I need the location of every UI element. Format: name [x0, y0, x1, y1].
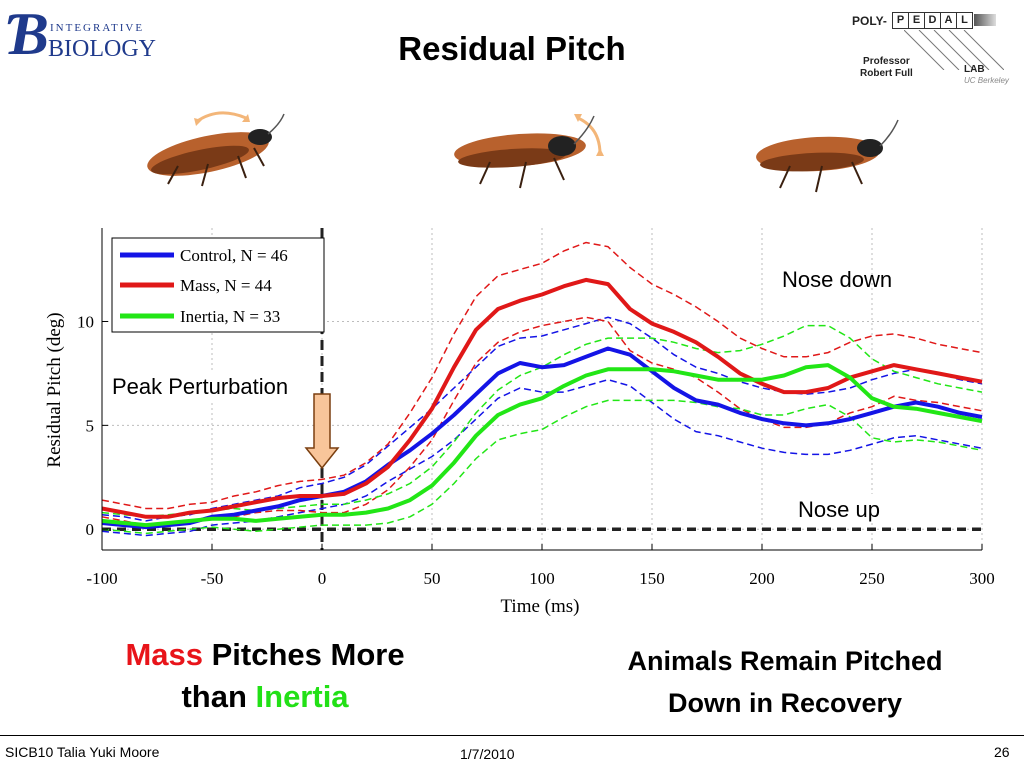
- x-tick-label: 200: [749, 569, 775, 588]
- series-mass-upper-bound: [101, 241, 983, 510]
- cockroach-icon: [756, 119, 899, 193]
- series-inertia-upper-bound: [101, 324, 983, 518]
- series-mass-lower-bound: [101, 316, 983, 526]
- caption-mass-word: Mass: [125, 637, 203, 672]
- cockroach-icon: [147, 111, 285, 187]
- logo-poly-text: POLY-: [852, 14, 887, 28]
- logo-professor: Professor Robert Full: [860, 56, 913, 80]
- logo-glyph-icon: Ɓ: [6, 1, 49, 67]
- logo-diagonal-lines-icon: [904, 30, 1004, 70]
- y-axis-label: Residual Pitch (deg): [44, 312, 65, 467]
- logo-letter: E: [908, 12, 925, 29]
- nose-down-label: Nose down: [782, 267, 892, 292]
- caption-mass-vs-inertia: Mass Pitches More than Inertia: [100, 634, 430, 718]
- logo-lab-text: LAB: [964, 64, 985, 75]
- x-tick-label: 300: [969, 569, 995, 588]
- down-arrow-icon: [304, 393, 340, 470]
- series-group: [101, 241, 983, 537]
- series-mass-mean-line: [101, 277, 983, 519]
- caption-than: than: [181, 679, 247, 714]
- legend-label-control: Control, N = 46: [180, 246, 288, 265]
- logo-bottom-text: BIOLOGY: [48, 36, 156, 62]
- footer-author: SICB10 Talia Yuki Moore: [5, 744, 160, 760]
- logo-letter: A: [940, 12, 957, 29]
- x-tick-label: 0: [318, 569, 327, 588]
- y-tick-label: 5: [86, 416, 95, 435]
- x-tick-label: 100: [529, 569, 555, 588]
- logo-professor-name: Robert Full: [860, 68, 913, 79]
- caption-recovery-line2: Down in Recovery: [667, 688, 903, 718]
- series-inertia-lower-bound: [101, 399, 983, 535]
- nose-up-bg: [792, 494, 894, 522]
- legend-label-mass: Mass, N = 44: [180, 276, 272, 295]
- nose-up-label: Nose up: [798, 497, 880, 522]
- polypedal-lab-logo: POLY- P E D A L Professor Robert Full LA…: [846, 10, 1016, 90]
- residual-pitch-chart: -100 -50 0 50 100 150 200 250 300 0 5 10 Time (ms)…: [44, 228, 995, 617]
- footer-page-number: 26: [994, 744, 1010, 760]
- legend-label-inertia: Inertia, N = 33: [180, 307, 280, 326]
- series-inertia-mean-line: [101, 363, 983, 528]
- logo-gradient-bar: [974, 14, 996, 26]
- x-tick-label: 50: [424, 569, 441, 588]
- logo-institution-text: UC Berkeley: [964, 76, 1009, 85]
- page-title: Residual Pitch: [398, 30, 626, 67]
- x-axis-label: Time (ms): [500, 596, 579, 617]
- logo-top-text: INTEGRATIVE: [50, 22, 145, 34]
- caption-recovery-line1: Animals Remain Pitched: [627, 646, 943, 676]
- peak-perturbation-bg: [110, 370, 316, 402]
- legend: Control, N = 46 Mass, N = 44 Inertia, N …: [111, 237, 325, 333]
- series-control-upper-bound: [101, 316, 983, 522]
- footer-divider: [0, 735, 1024, 736]
- logo-letter: P: [892, 12, 909, 29]
- peak-perturbation-label: Peak Perturbation: [112, 374, 288, 399]
- logo-professor-label: Professor: [863, 56, 910, 67]
- integrative-biology-logo: Ɓ INTEGRATIVE BIOLOGY: [6, 4, 166, 70]
- caption-recovery: Animals Remain Pitched Down in Recovery: [590, 640, 980, 724]
- y-tick-label: 0: [86, 520, 95, 539]
- logo-letter: D: [924, 12, 941, 29]
- footer-date: 1/7/2010: [460, 746, 515, 762]
- x-ticks: -100 -50 0 50 100 150 200 250 300: [86, 544, 995, 588]
- x-tick-label: 150: [639, 569, 665, 588]
- x-tick-label: -100: [86, 569, 117, 588]
- series-control-mean-line: [101, 346, 983, 530]
- y-ticks: 0 5 10: [77, 312, 108, 539]
- y-tick-label: 10: [77, 312, 94, 331]
- logo-letter: L: [956, 12, 973, 29]
- caption-inertia-word: Inertia: [255, 679, 349, 714]
- x-tick-label: -50: [201, 569, 224, 588]
- cockroach-icon: [454, 114, 604, 189]
- x-tick-label: 250: [859, 569, 885, 588]
- caption-pitches-more: Pitches More: [211, 637, 405, 672]
